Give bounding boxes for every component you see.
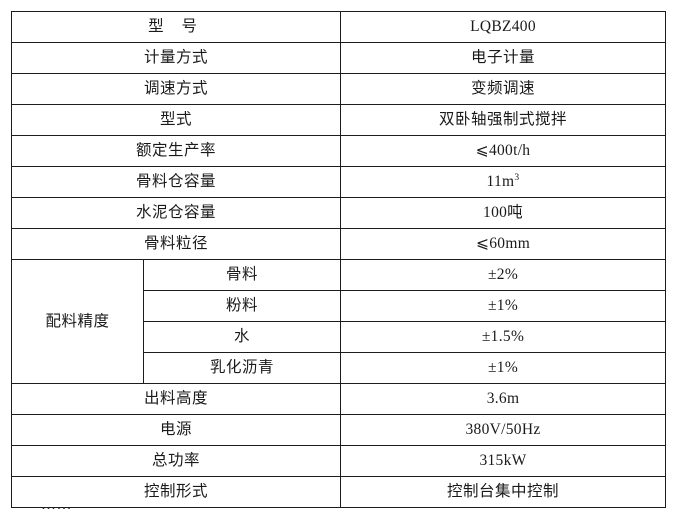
row-value-control-mode: 控制台集中控制 — [340, 476, 667, 508]
table-row: 出料高度 3.6m — [10, 383, 667, 415]
table-row: 配料精度 骨料 ±2% — [11, 259, 667, 384]
table-row: 控制形式 控制台集中控制 — [10, 476, 667, 508]
subrow-label-powder: 粉料 — [142, 290, 342, 322]
row-value-speed-regulation: 变频调速 — [340, 73, 667, 105]
table-row: 电源 380V/50Hz — [10, 414, 667, 446]
row-value-model: LQBZ400 — [340, 11, 667, 43]
row-label-cement-silo-volume: 水泥仓容量 — [10, 197, 342, 229]
row-value-metering-method: 电子计量 — [340, 42, 667, 74]
aggregate-bin-volume-number: 11m — [486, 173, 515, 191]
row-label-mixer-type: 型式 — [10, 104, 342, 136]
table-row: 总功率 315kW — [10, 445, 667, 477]
table-row: 骨料粒径 ⩽60mm — [10, 228, 667, 260]
table-row: 调速方式 变频调速 — [10, 73, 667, 105]
subrow-label-aggregate: 骨料 — [142, 259, 342, 291]
row-value-discharge-height: 3.6m — [340, 383, 667, 415]
row-label-metering-method: 计量方式 — [10, 42, 342, 74]
row-label-model: 型 号 — [10, 11, 342, 43]
table-row: 乳化沥青 ±1% — [12, 352, 667, 384]
subrow-value-emulsified-asphalt: ±1% — [340, 352, 667, 384]
row-label-aggregate-bin-volume: 骨料仓容量 — [10, 166, 342, 198]
table-row: 计量方式 电子计量 — [10, 42, 667, 74]
specification-table: 型 号 LQBZ400 计量方式 电子计量 调速方式 变频调速 型式 双卧轴强制… — [10, 11, 667, 508]
subrow-value-powder: ±1% — [340, 290, 667, 322]
table-row: 水 ±1.5% — [12, 321, 667, 353]
row-label-rated-capacity: 额定生产率 — [10, 135, 342, 167]
table-row: 粉料 ±1% — [12, 290, 667, 322]
table-row: 额定生产率 ⩽400t/h — [10, 135, 667, 167]
subrow-value-aggregate: ±2% — [340, 259, 667, 291]
row-value-aggregate-bin-volume: 11m3 — [340, 166, 667, 198]
row-label-power-supply: 电源 — [10, 414, 342, 446]
row-label-control-mode: 控制形式 — [10, 476, 342, 508]
row-value-rated-capacity: ⩽400t/h — [340, 135, 667, 167]
aggregate-bin-volume-exponent: 3 — [514, 172, 520, 184]
row-value-cement-silo-volume: 100吨 — [340, 197, 667, 229]
subrow-label-emulsified-asphalt: 乳化沥青 — [142, 352, 342, 384]
table-row: 型 号 LQBZ400 — [10, 11, 667, 43]
row-value-total-power: 315kW — [340, 445, 667, 477]
row-value-mixer-type: 双卧轴强制式搅拌 — [340, 104, 667, 136]
row-value-power-supply: 380V/50Hz — [340, 414, 667, 446]
table-row: 骨料仓容量 11m3 — [10, 166, 667, 198]
row-label-speed-regulation: 调速方式 — [10, 73, 342, 105]
row-label-aggregate-particle-size: 骨料粒径 — [10, 228, 342, 260]
clipped-footer-text: …… — [41, 497, 72, 513]
subrow-value-water: ±1.5% — [340, 321, 667, 353]
table-row: 水泥仓容量 100吨 — [10, 197, 667, 229]
subrow-label-water: 水 — [142, 321, 342, 353]
row-label-batching-accuracy: 配料精度 — [11, 259, 144, 384]
table-row: 型式 双卧轴强制式搅拌 — [10, 104, 667, 136]
row-label-total-power: 总功率 — [10, 445, 342, 477]
row-value-aggregate-particle-size: ⩽60mm — [340, 228, 667, 260]
row-label-discharge-height: 出料高度 — [10, 383, 342, 415]
